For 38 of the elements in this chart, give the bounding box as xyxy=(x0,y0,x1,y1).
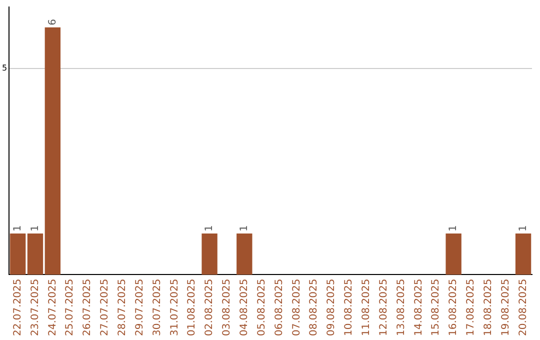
x-tick-label: 29.07.2025 xyxy=(134,278,146,336)
x-tick-label: 27.07.2025 xyxy=(100,278,111,336)
data-label: 1 xyxy=(238,225,250,232)
x-tick-label: 07.08.2025 xyxy=(291,278,302,336)
x-tick-label: 04.08.2025 xyxy=(238,278,250,336)
x-tick-label: 31.07.2025 xyxy=(169,278,180,336)
x-tick-label: 24.07.2025 xyxy=(47,278,58,336)
data-label: 1 xyxy=(518,225,529,232)
x-tick-label: 30.07.2025 xyxy=(152,278,163,336)
x-tick-label: 17.08.2025 xyxy=(466,278,477,336)
x-tick-label: 12.08.2025 xyxy=(378,278,390,336)
x-tick-label: 11.08.2025 xyxy=(361,278,372,336)
x-tick-label: 06.08.2025 xyxy=(274,278,285,336)
x-tick-label: 02.08.2025 xyxy=(204,278,216,336)
x-tick-label: 20.08.2025 xyxy=(518,278,529,336)
x-tick-label: 01.08.2025 xyxy=(186,278,198,336)
x-tick-label: 13.08.2025 xyxy=(396,278,407,336)
x-tick-label: 09.08.2025 xyxy=(326,278,338,336)
x-tick-label: 10.08.2025 xyxy=(344,278,355,336)
data-label: 1 xyxy=(448,225,460,232)
data-label: 1 xyxy=(12,225,24,232)
data-label: 1 xyxy=(30,225,41,232)
x-tick-label: 18.08.2025 xyxy=(483,278,494,336)
x-tick-label: 15.08.2025 xyxy=(430,278,442,336)
x-tick-label: 22.07.2025 xyxy=(12,278,24,336)
x-tick-label: 23.07.2025 xyxy=(30,278,41,336)
x-tick-label: 16.08.2025 xyxy=(448,278,460,336)
x-tick-label: 05.08.2025 xyxy=(256,278,268,336)
x-tick-label: 03.08.2025 xyxy=(222,278,233,336)
data-label: 6 xyxy=(47,19,58,26)
x-tick-label: 26.07.2025 xyxy=(82,278,94,336)
x-tick-label: 25.07.2025 xyxy=(64,278,76,336)
x-tick-label: 28.07.2025 xyxy=(116,278,128,336)
data-label: 1 xyxy=(204,225,216,232)
x-tick-label: 19.08.2025 xyxy=(500,278,512,336)
x-tick-label: 14.08.2025 xyxy=(413,278,424,336)
y-tick-label: 5 xyxy=(2,64,8,73)
x-tick-label: 08.08.2025 xyxy=(308,278,320,336)
